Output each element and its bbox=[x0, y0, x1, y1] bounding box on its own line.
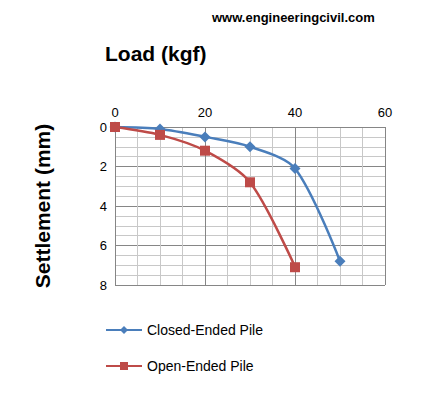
svg-text:0: 0 bbox=[111, 105, 118, 120]
svg-text:8: 8 bbox=[100, 278, 107, 293]
svg-text:2: 2 bbox=[100, 159, 107, 174]
svg-text:www.engineeringcivil.com: www.engineeringcivil.com bbox=[211, 10, 375, 25]
svg-text:20: 20 bbox=[198, 105, 212, 120]
svg-text:60: 60 bbox=[378, 105, 392, 120]
svg-text:Open-Ended Pile: Open-Ended Pile bbox=[147, 358, 254, 374]
svg-text:40: 40 bbox=[288, 105, 302, 120]
svg-text:4: 4 bbox=[100, 199, 107, 214]
svg-text:0: 0 bbox=[100, 120, 107, 135]
svg-text:Closed-Ended Pile: Closed-Ended Pile bbox=[147, 322, 263, 338]
svg-text:Settlement (mm): Settlement (mm) bbox=[31, 124, 54, 289]
svg-text:6: 6 bbox=[100, 238, 107, 253]
svg-text:Load (kgf): Load (kgf) bbox=[105, 42, 206, 65]
